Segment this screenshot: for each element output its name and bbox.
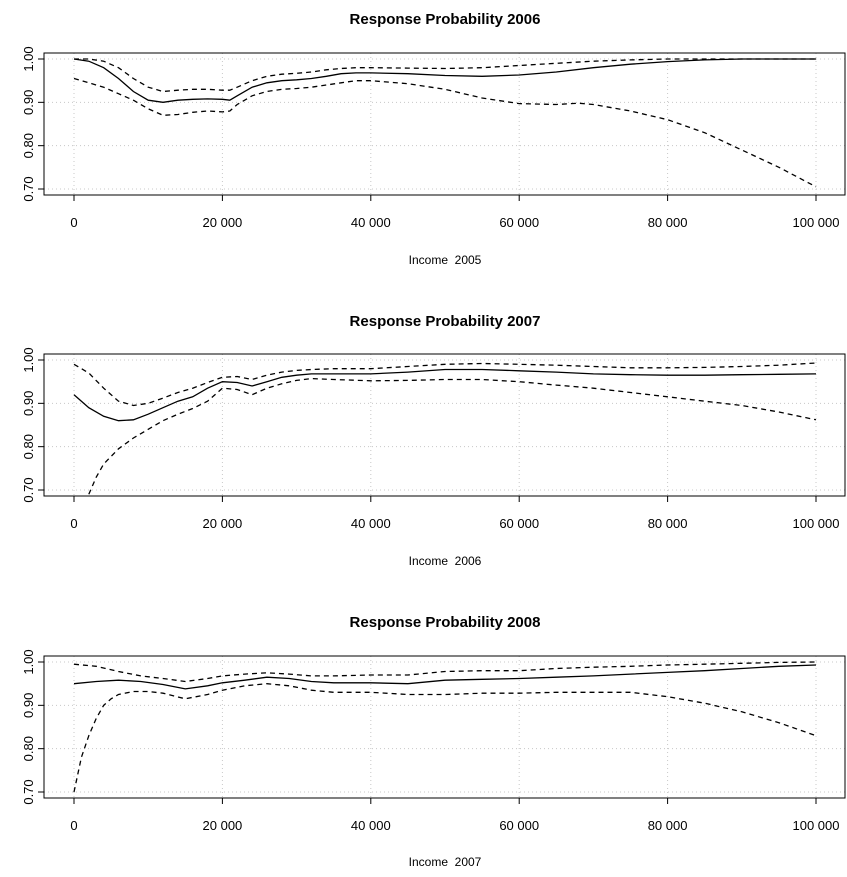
series-bound-line-2	[73, 683, 817, 793]
y-tick-label: 0.90	[21, 391, 36, 416]
y-tick-label: 1.00	[21, 649, 36, 674]
x-tick-label: 20 000	[203, 215, 243, 230]
y-tick-label: 0.80	[21, 434, 36, 459]
x-tick-label: 60 000	[499, 215, 539, 230]
chart-title: Response Probability 2008	[350, 614, 541, 631]
x-tick-label: 100 000	[793, 818, 840, 833]
x-tick-label: 20 000	[203, 818, 243, 833]
x-tick-label: 60 000	[499, 516, 539, 531]
x-tick-label: 40 000	[351, 818, 391, 833]
series-bound-line-2	[88, 377, 817, 495]
panel-response-2008: 0 20 000 40 000 60 000 80 000 100 000 0.70 0.80…	[21, 614, 846, 869]
series-bound-line-2	[73, 77, 817, 188]
x-tick-label: 40 000	[351, 516, 391, 531]
panel-response-2007: 0 20 000 40 000 60 000 80 000 100 000 0.70 0.80…	[21, 313, 846, 568]
plot-frame	[43, 52, 846, 196]
panel-response-2006: 0 20 000 40 000 60 000 80 000 100 000 0.70 0.80…	[21, 11, 846, 267]
series-estimate-line	[73, 664, 817, 690]
x-tick-label: 80 000	[648, 516, 688, 531]
chart-title: Response Probability 2006	[350, 11, 541, 28]
x-tick-label: 0	[70, 818, 77, 833]
x-tick-label: 40 000	[351, 215, 391, 230]
y-tick-label: 1.00	[21, 46, 36, 71]
series-bound-line-1	[73, 661, 817, 683]
x-axis-label: Income 2006	[409, 554, 482, 568]
x-tick-label: 20 000	[203, 516, 243, 531]
chart-title: Response Probability 2007	[350, 313, 541, 330]
x-tick-label: 100 000	[793, 516, 840, 531]
y-tick-label: 1.00	[21, 347, 36, 372]
series-bound-line-1	[73, 362, 817, 407]
y-tick-label: 0.80	[21, 133, 36, 158]
x-tick-label: 80 000	[648, 818, 688, 833]
x-axis-label: Income 2007	[409, 855, 482, 869]
plot-frame	[43, 655, 846, 799]
x-tick-label: 60 000	[499, 818, 539, 833]
x-axis-label: Income 2005	[409, 253, 482, 267]
y-tick-label: 0.70	[21, 477, 36, 502]
y-tick-label: 0.70	[21, 176, 36, 201]
series-estimate-line	[73, 368, 817, 422]
y-tick-label: 0.90	[21, 90, 36, 115]
x-tick-label: 0	[70, 516, 77, 531]
series-estimate-line	[73, 58, 816, 103]
y-tick-label: 0.80	[21, 736, 36, 761]
series-bound-line-1	[74, 58, 816, 93]
x-tick-label: 100 000	[793, 215, 840, 230]
y-tick-label: 0.70	[21, 779, 36, 804]
y-tick-label: 0.90	[21, 693, 36, 718]
x-tick-label: 80 000	[648, 215, 688, 230]
plot-frame	[43, 353, 846, 497]
x-tick-label: 0	[70, 215, 77, 230]
